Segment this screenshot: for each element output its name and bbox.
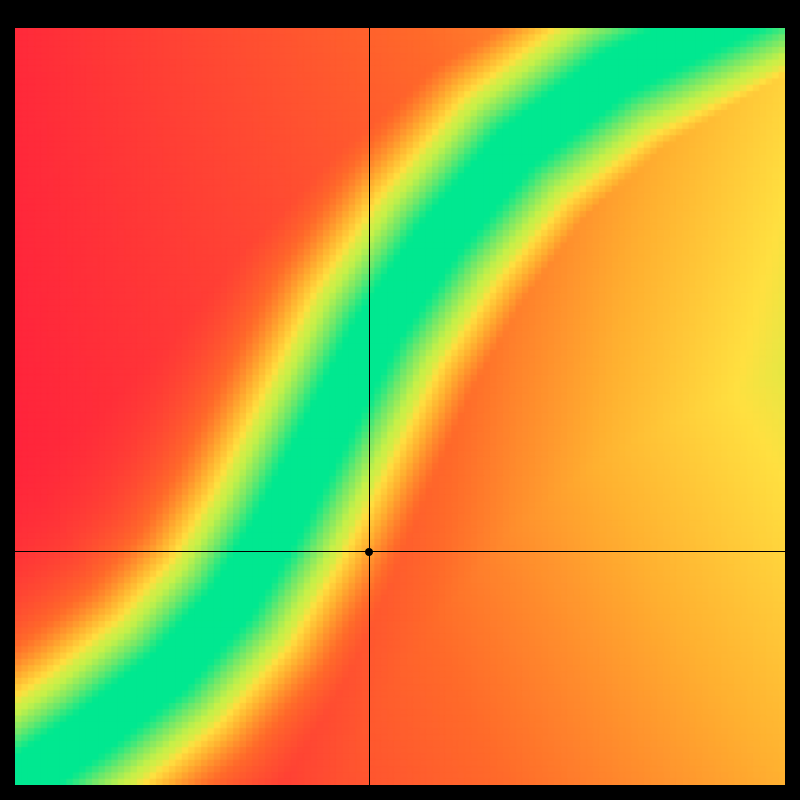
crosshair-horizontal: [15, 551, 785, 552]
chart-container: TheBottleneck.com: [0, 0, 800, 800]
crosshair-marker: [365, 548, 373, 556]
plot-area: [15, 28, 785, 785]
heatmap-canvas: [15, 28, 785, 785]
crosshair-vertical: [369, 28, 370, 785]
watermark-text: TheBottleneck.com: [597, 3, 782, 27]
